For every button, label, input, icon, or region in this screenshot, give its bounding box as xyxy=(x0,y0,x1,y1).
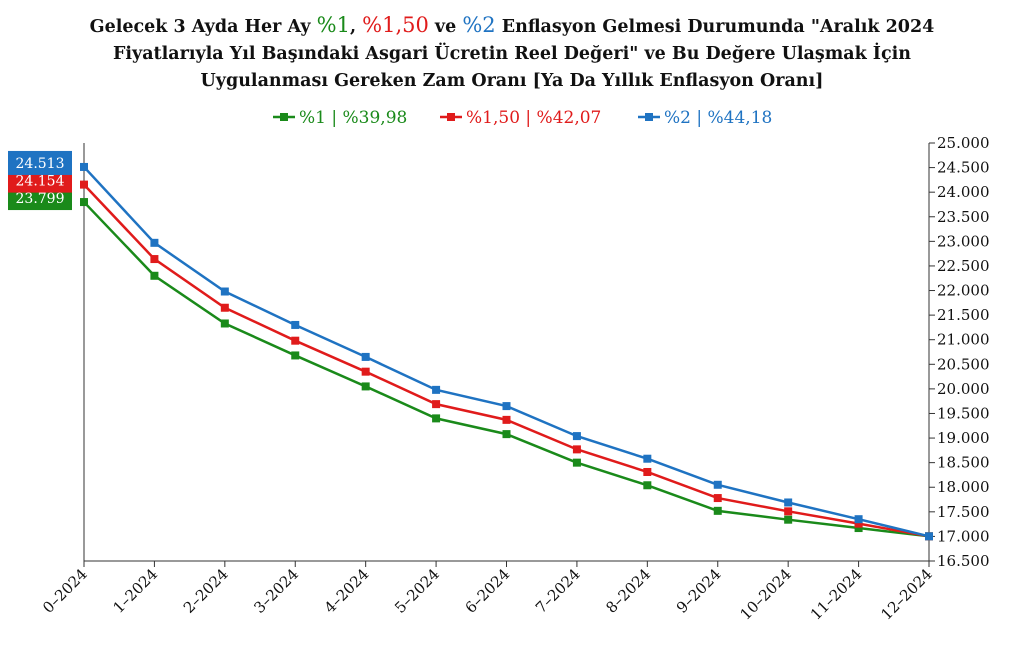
x-tick-label: 5–2024 xyxy=(391,565,443,617)
data-point xyxy=(572,458,581,467)
data-point xyxy=(925,532,933,541)
y-tick-label: 18.000 xyxy=(937,478,990,496)
y-tick-label: 17.000 xyxy=(937,527,990,545)
y-tick-label: 22.000 xyxy=(937,282,990,300)
data-point xyxy=(502,415,511,424)
title-line-2: Fiyatlarıyla Yıl Başındaki Asgari Ücreti… xyxy=(112,44,912,64)
x-tick-label: 3–2024 xyxy=(250,565,302,617)
legend-label: %1,50 | %42,07 xyxy=(466,108,601,128)
data-point xyxy=(854,515,863,524)
x-tick-label: 8–2024 xyxy=(602,565,654,617)
x-tick-label: 10–2024 xyxy=(736,565,795,624)
y-tick-label: 23.000 xyxy=(937,232,990,250)
start-value-label: 23.799 xyxy=(16,191,65,207)
title-line-1: Gelecek 3 Ayda Her Ay %1, %1,50 ve %2 En… xyxy=(0,12,1024,41)
data-point xyxy=(150,271,159,280)
legend-swatch-marker xyxy=(447,113,455,121)
title-rate-blue: %2 xyxy=(462,13,496,37)
data-point xyxy=(80,180,88,189)
series-line-2 xyxy=(83,166,930,538)
data-point xyxy=(220,303,229,312)
chart-title: Gelecek 3 Ayda Her Ay %1, %1,50 ve %2 En… xyxy=(0,12,1024,95)
data-point xyxy=(361,352,370,361)
data-point xyxy=(643,467,652,476)
x-tick-label: 9–2024 xyxy=(673,565,725,617)
data-point xyxy=(150,238,159,247)
data-point xyxy=(784,507,793,516)
data-point xyxy=(291,336,300,345)
title-line-3: Uygulanması Gereken Zam Oranı [Ya Da Yıl… xyxy=(200,71,824,91)
data-point xyxy=(361,382,370,391)
data-point xyxy=(784,515,793,524)
y-tick-label: 19.500 xyxy=(937,404,990,422)
data-point xyxy=(80,198,88,207)
title-text: Gelecek 3 Ayda Her Ay xyxy=(89,17,317,37)
y-tick-label: 22.500 xyxy=(937,257,990,275)
title-rate-red: %1,50 xyxy=(362,13,429,37)
start-value-badge xyxy=(8,150,72,175)
title-sep: ve xyxy=(428,17,463,37)
data-point xyxy=(572,432,581,441)
y-tick-label: 19.000 xyxy=(937,429,990,447)
data-point xyxy=(361,367,370,376)
legend-swatch-marker xyxy=(280,113,288,121)
data-point xyxy=(854,519,863,528)
y-tick-label: 21.500 xyxy=(937,306,990,324)
legend-label: %2 | %44,18 xyxy=(664,108,772,128)
x-tick-label: 2–2024 xyxy=(180,565,232,617)
data-point xyxy=(220,287,229,296)
y-tick-label: 21.000 xyxy=(937,331,990,349)
data-point xyxy=(643,481,652,490)
data-point xyxy=(291,351,300,360)
data-point xyxy=(713,480,722,489)
data-point xyxy=(502,430,511,439)
data-point xyxy=(854,524,863,533)
y-tick-label: 20.500 xyxy=(937,355,990,373)
data-point xyxy=(502,402,511,411)
x-tick-label: 0–2024 xyxy=(39,565,91,617)
y-tick-label: 20.000 xyxy=(937,380,990,398)
data-point xyxy=(713,506,722,515)
y-tick-label: 23.500 xyxy=(937,208,990,226)
data-point xyxy=(572,445,581,454)
title-text: Enflasyon Gelmesi Durumunda "Aralık 2024 xyxy=(495,17,935,37)
legend-swatch-marker xyxy=(645,113,653,121)
data-point xyxy=(150,255,159,264)
start-value-label: 24.513 xyxy=(16,156,65,172)
data-point xyxy=(432,385,441,394)
y-tick-label: 18.500 xyxy=(937,454,990,472)
data-point xyxy=(432,414,441,423)
data-point xyxy=(784,498,793,507)
title-sep: , xyxy=(349,17,363,37)
data-point xyxy=(713,494,722,503)
x-tick-label: 6–2024 xyxy=(462,565,514,617)
data-point xyxy=(80,162,88,171)
data-point xyxy=(291,320,300,329)
series-line-1 xyxy=(83,183,930,538)
y-tick-label: 16.500 xyxy=(937,552,990,570)
x-tick-label: 4–2024 xyxy=(321,565,373,617)
title-rate-green: %1 xyxy=(316,13,350,37)
y-tick-label: 24.500 xyxy=(937,159,990,177)
x-tick-label: 1–2024 xyxy=(109,565,161,617)
x-tick-label: 12–2024 xyxy=(877,565,936,624)
start-value-label: 24.154 xyxy=(16,174,65,190)
y-tick-label: 17.500 xyxy=(937,503,990,521)
x-tick-label: 7–2024 xyxy=(532,565,584,617)
x-tick-label: 11–2024 xyxy=(807,565,866,624)
y-tick-label: 24.000 xyxy=(937,183,990,201)
legend-label: %1 | %39,98 xyxy=(299,108,407,128)
data-point xyxy=(643,454,652,463)
data-point xyxy=(220,319,229,328)
series-line-0 xyxy=(83,201,930,538)
y-tick-label: 25.000 xyxy=(937,134,990,152)
data-point xyxy=(432,400,441,409)
